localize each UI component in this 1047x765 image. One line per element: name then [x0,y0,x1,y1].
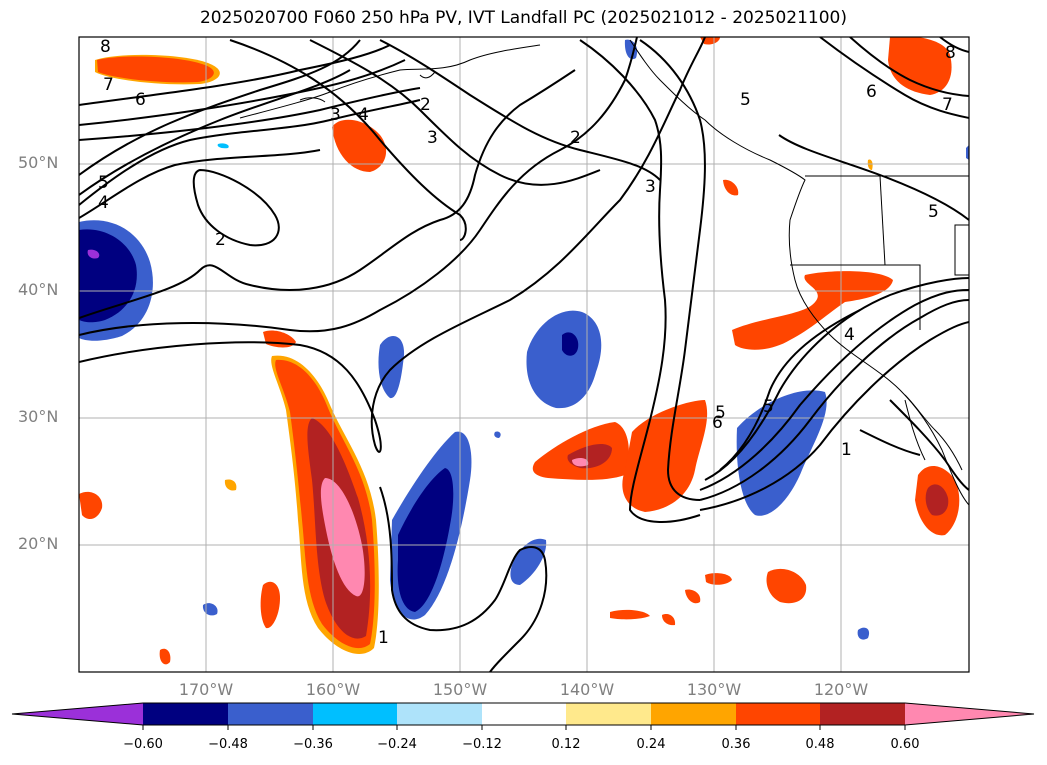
negative-anomaly-shading [79,39,969,640]
lat-label: 30°N [18,407,59,426]
contour-label: 8 [945,43,956,63]
colorbar-tick-label: −0.60 [123,737,163,752]
contour-label: 1 [841,440,852,460]
contour-label: 2 [570,128,581,148]
lon-label: 170°W [178,680,234,699]
contour-label: 3 [427,128,438,148]
contour-label: 6 [866,82,877,102]
colorbar-bin [397,703,482,725]
coastlines [239,39,969,506]
colorbar-bin [482,703,566,725]
contour-label: 5 [763,397,774,417]
lon-label: 120°W [813,680,869,699]
contour-label: 2 [215,230,226,250]
colorbar-bin [228,703,313,725]
contour-label: 5 [715,403,726,423]
colorbar-extend-low [12,703,143,725]
lat-label: 20°N [18,534,59,553]
colorbar [11,702,1035,730]
graticule [79,37,969,672]
contour-label: 3 [645,177,656,197]
map-frame [78,36,970,673]
colorbar-tick-label: −0.12 [462,737,502,752]
lat-label: 40°N [18,280,59,299]
colorbar-bin [736,703,820,725]
contour-label: 5 [98,173,109,193]
colorbar-tick-label: −0.24 [377,737,417,752]
contour-label: 8 [100,37,111,57]
colorbar-extend-high [905,703,1034,725]
colorbar-bin [313,703,397,725]
lon-label: 160°W [305,680,361,699]
lat-label: 50°N [18,153,59,172]
contour-label: 1 [378,628,389,648]
plot-area: 8 7 6 5 4 2 3 2 3 2 3 4 5 6 7 8 5 6 5 4 … [79,37,969,672]
colorbar-bin [566,703,651,725]
colorbar-tick-label: −0.36 [293,737,333,752]
colorbar-tick-label: 0.36 [721,737,751,752]
contour-label: 7 [942,95,953,115]
colorbar-tick-label: 0.12 [551,737,581,752]
colorbar-tick-label: −0.48 [208,737,248,752]
lon-label: 140°W [559,680,615,699]
colorbar-tick-label: 0.24 [636,737,666,752]
map-title: 2025020700 F060 250 hPa PV, IVT Landfall… [199,8,847,28]
contour-label: 3 [330,105,341,125]
colorbar-bin [820,703,905,725]
positive-anomaly-shading [79,37,960,665]
contour-label: 4 [844,325,855,345]
contour-label: 4 [98,193,109,213]
contour-label: 5 [928,202,939,222]
contour-label: 6 [712,413,723,433]
lon-label: 130°W [686,680,742,699]
colorbar-tick-label: 0.60 [890,737,920,752]
pv-contours [79,37,969,672]
contour-label: 4 [358,105,369,125]
colorbar-tick-label: 0.48 [805,737,835,752]
contour-label: 5 [740,90,751,110]
lon-label: 150°W [432,680,488,699]
contour-label-group: 8 7 6 5 4 2 3 2 3 2 3 4 5 6 7 8 5 6 5 4 … [98,37,956,648]
colorbar-bin [651,703,736,725]
contour-label: 7 [103,75,114,95]
contour-label: 2 [420,95,431,115]
contour-label: 6 [135,90,146,110]
colorbar-bin [143,703,228,725]
